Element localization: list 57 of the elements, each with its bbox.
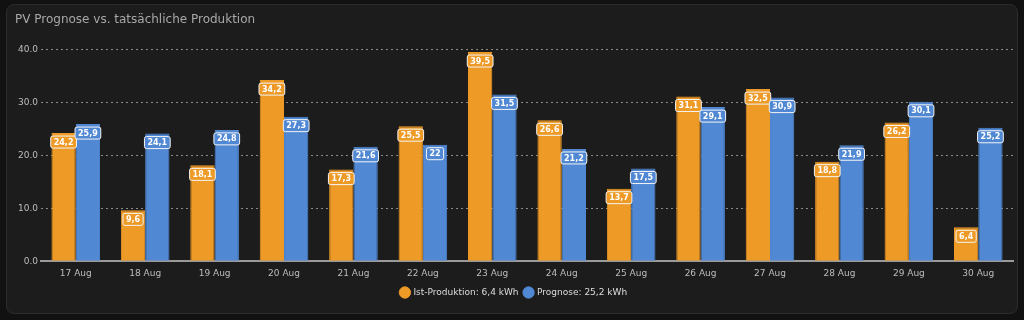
- bar: [770, 97, 795, 261]
- x-tick-label: 26 Aug: [684, 267, 717, 278]
- data-label: 34,2: [262, 84, 282, 94]
- data-label: 24,1: [147, 138, 168, 148]
- data-label: 18,8: [817, 166, 838, 176]
- x-tick-label: 19 Aug: [198, 267, 231, 278]
- data-label: 25,9: [78, 128, 99, 138]
- data-label: 22: [429, 149, 441, 159]
- x-tick-label: 18 Aug: [129, 267, 162, 278]
- data-label: 31,1: [678, 101, 699, 111]
- data-label: 17,5: [633, 173, 654, 183]
- x-tick-label: 23 Aug: [476, 267, 509, 278]
- bar: [492, 94, 517, 261]
- data-label: 13,7: [609, 193, 629, 203]
- data-label: 26,6: [539, 124, 560, 134]
- y-tick-label: 30.0: [17, 96, 39, 107]
- x-tick-label: 25 Aug: [615, 267, 648, 278]
- x-tick-label: 24 Aug: [545, 267, 578, 278]
- data-label: 18,1: [192, 169, 213, 179]
- chart-title: PV Prognose vs. tatsächliche Produktion: [15, 12, 256, 27]
- y-tick-label: 20.0: [17, 149, 39, 160]
- bar: [259, 80, 285, 261]
- data-label: 26,2: [886, 127, 907, 137]
- data-label: 6,4: [959, 231, 974, 241]
- x-tick-label: 17 Aug: [59, 267, 92, 278]
- x-tick-label: 29 Aug: [892, 267, 925, 278]
- bar: [908, 101, 934, 261]
- x-tick-label: 21 Aug: [337, 267, 370, 278]
- x-tick-label: 27 Aug: [754, 267, 786, 278]
- data-label: 24,8: [216, 134, 238, 144]
- data-label: 24,2: [53, 137, 74, 147]
- x-tick-label: 20 Aug: [268, 267, 300, 278]
- data-label: 27,3: [286, 121, 307, 131]
- data-label: 21,2: [564, 153, 584, 163]
- y-tick-label: 10.0: [17, 202, 39, 213]
- data-label: 30,1: [911, 106, 932, 116]
- x-tick-label: 28 Aug: [823, 267, 856, 278]
- bar: [745, 89, 771, 261]
- data-label: 17,3: [331, 174, 352, 184]
- data-label: 29,1: [702, 111, 724, 121]
- data-label: 25,2: [980, 132, 1001, 142]
- data-label: 31,5: [494, 98, 515, 108]
- x-tick-label: 22 Aug: [406, 267, 439, 278]
- data-label: 9,6: [125, 214, 141, 224]
- data-label: 25,5: [400, 130, 422, 140]
- data-label: 39,5: [470, 56, 491, 66]
- data-label: 21,6: [355, 151, 376, 161]
- data-label: 21,9: [841, 149, 862, 159]
- bar: [468, 52, 493, 261]
- legend-label: Prognose: 25,2 kWh: [537, 286, 628, 297]
- legend-label: Ist-Produktion: 6,4 kWh: [413, 286, 519, 297]
- y-tick-label: 0.0: [23, 255, 39, 266]
- data-label: 30,9: [772, 102, 793, 112]
- data-label: 32,5: [747, 93, 769, 103]
- bar: [676, 96, 701, 261]
- y-tick-label: 40.0: [17, 43, 39, 54]
- x-tick-label: 30 Aug: [962, 267, 995, 278]
